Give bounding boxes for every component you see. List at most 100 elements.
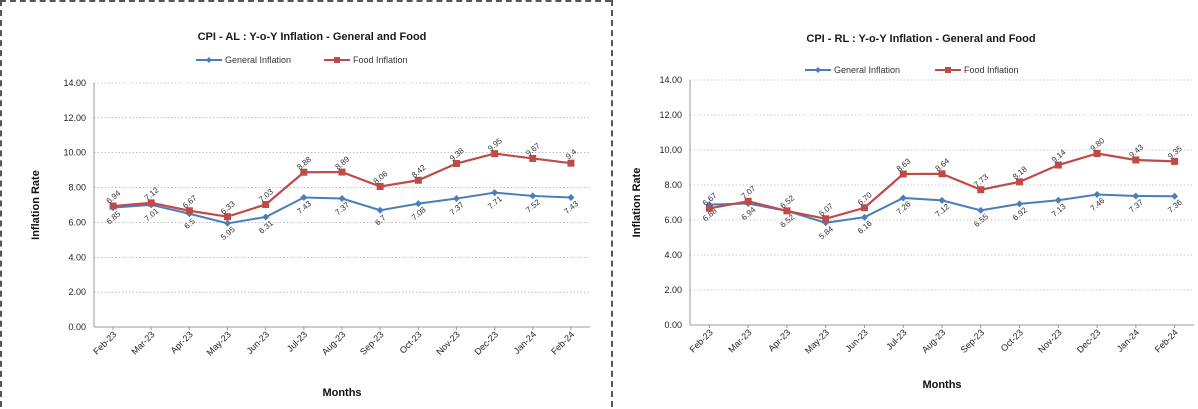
data-label: 7.37 [448, 200, 466, 217]
data-point [452, 195, 460, 203]
x-tick-label: Apr-23 [766, 327, 792, 353]
data-label: 7.36 [1166, 197, 1184, 214]
x-tick-label: Dec-23 [1075, 327, 1103, 355]
data-point [147, 199, 155, 207]
data-label: 7.37 [1127, 197, 1145, 214]
data-label: 7.13 [1050, 202, 1068, 219]
data-point [529, 192, 537, 200]
y-tick-label: 6.00 [68, 217, 86, 227]
legend-marker-1 [334, 57, 340, 63]
x-tick-label: Jul-23 [285, 329, 309, 353]
x-tick-label: Jun-23 [245, 329, 272, 356]
data-label: 5.84 [817, 224, 835, 241]
x-tick-label: Jan-24 [512, 329, 539, 356]
data-point [567, 159, 575, 167]
data-label: 6.7 [373, 213, 388, 227]
data-label: 6.31 [257, 218, 275, 235]
data-label: 9.4 [564, 147, 579, 161]
y-tick-label: 4.00 [68, 252, 86, 262]
y-tick-label: 10.00 [659, 145, 682, 155]
x-tick-label: Nov-23 [1036, 327, 1064, 355]
x-tick-label: Oct-23 [398, 329, 424, 355]
data-label: 7.37 [334, 200, 352, 217]
x-axis-title: Months [922, 379, 961, 391]
x-tick-label: Mar-23 [726, 327, 753, 354]
data-label: 7.08 [410, 205, 428, 222]
x-tick-label: Feb-23 [688, 327, 715, 354]
data-label: 7.01 [143, 206, 161, 223]
data-point [109, 202, 117, 210]
x-tick-label: Dec-23 [472, 329, 500, 357]
x-tick-label: Mar-23 [129, 329, 156, 356]
legend-label-0: General Inflation [225, 55, 291, 65]
y-tick-label: 8.00 [664, 180, 682, 190]
chart-rl: CPI - RL : Y-o-Y Inflation - General and… [631, 33, 1194, 391]
legend-label-1: Food Inflation [964, 65, 1019, 75]
x-tick-label: Oct-23 [999, 327, 1025, 353]
data-point [300, 168, 308, 176]
chart-panel-al: CPI - AL : Y-o-Y Inflation - General and… [0, 0, 611, 407]
x-tick-label: Aug-23 [320, 329, 348, 357]
data-point [783, 207, 791, 215]
y-tick-label: 12.00 [659, 110, 682, 120]
data-point [977, 186, 985, 194]
y-axis-title: Inflation Rate [30, 170, 42, 240]
data-point [822, 215, 830, 223]
data-label: 6.5 [183, 216, 198, 230]
x-tick-label: Aug-23 [920, 327, 948, 355]
chart-panel-rl: CPI - RL : Y-o-Y Inflation - General and… [611, 0, 1198, 407]
x-tick-label: Nov-23 [434, 329, 462, 357]
data-point [938, 170, 946, 178]
data-label: 7.46 [1089, 196, 1107, 213]
chart-title: CPI - AL : Y-o-Y Inflation - General and… [198, 31, 427, 43]
data-label: 6.52 [778, 212, 796, 229]
x-tick-label: Feb-23 [91, 329, 118, 356]
data-label: 6.16 [856, 218, 874, 235]
data-point [1132, 192, 1140, 200]
data-point [338, 168, 346, 176]
data-point [567, 194, 575, 202]
legend-marker-1 [945, 67, 951, 73]
y-tick-label: 0.00 [664, 320, 682, 330]
x-tick-label: Jul-23 [884, 327, 908, 351]
x-tick-label: Feb-24 [1153, 327, 1180, 354]
data-label: 7.52 [524, 197, 542, 214]
data-point [262, 200, 270, 208]
y-axis-title: Inflation Rate [631, 168, 643, 238]
y-tick-label: 8.00 [68, 183, 86, 193]
x-tick-label: Jun-23 [843, 327, 870, 354]
data-point [414, 200, 422, 208]
x-axis-title: Months [322, 387, 361, 399]
legend-label-0: General Inflation [834, 65, 900, 75]
data-label: 5.95 [219, 225, 237, 242]
data-point [938, 196, 946, 204]
data-point [977, 206, 985, 214]
data-point [529, 154, 537, 162]
y-tick-label: 6.00 [664, 215, 682, 225]
data-point [1093, 190, 1101, 198]
chart-al: CPI - AL : Y-o-Y Inflation - General and… [30, 31, 590, 399]
x-tick-label: Apr-23 [169, 329, 195, 355]
data-label: 7.12 [934, 202, 952, 219]
y-tick-label: 12.00 [63, 113, 86, 123]
legend-label-1: Food Inflation [353, 55, 408, 65]
data-label: 7.43 [562, 199, 580, 216]
data-label: 6.94 [740, 205, 758, 222]
x-tick-label: Jan-24 [1115, 327, 1142, 354]
x-tick-label: Sep-23 [358, 329, 386, 357]
data-point [185, 207, 193, 215]
legend-marker-0 [206, 57, 212, 63]
data-point [491, 189, 499, 197]
y-tick-label: 14.00 [63, 78, 86, 88]
data-point [262, 213, 270, 221]
y-tick-label: 10.00 [63, 148, 86, 158]
y-tick-label: 2.00 [68, 287, 86, 297]
data-point [1054, 196, 1062, 204]
data-point [376, 206, 384, 214]
data-point [300, 194, 308, 202]
x-tick-label: Feb-24 [549, 329, 576, 356]
data-point [414, 176, 422, 184]
data-point [338, 195, 346, 203]
data-label: 6.85 [105, 209, 123, 226]
y-tick-label: 0.00 [68, 322, 86, 332]
